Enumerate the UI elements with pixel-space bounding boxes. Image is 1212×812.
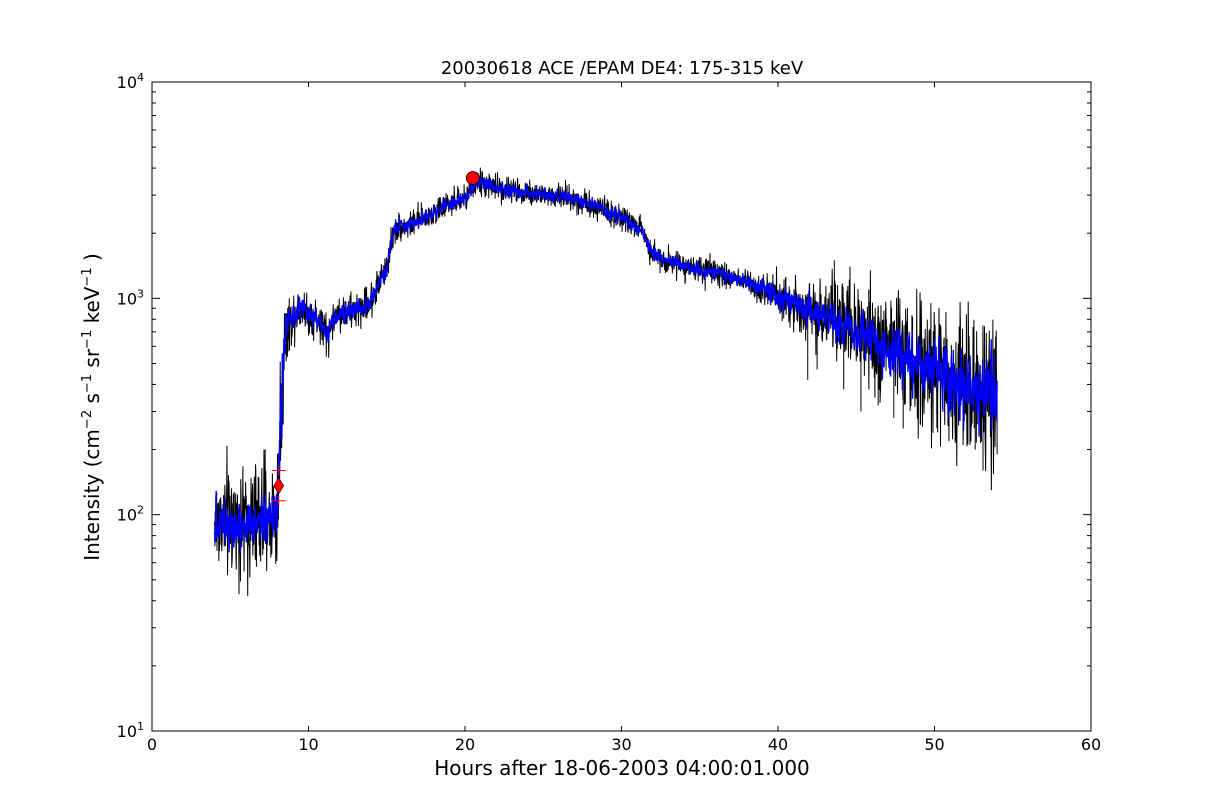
y-axis-label-exp1: −2 xyxy=(80,410,95,429)
y-axis-label-suffix: ) xyxy=(80,253,104,267)
y-tick-label: 104 xyxy=(117,71,144,92)
peak-marker xyxy=(465,171,480,185)
x-tick-label: 60 xyxy=(1081,735,1101,754)
y-axis-label-exp2: −1 xyxy=(80,374,95,393)
y-axis-label-prefix: Intensity (cm xyxy=(80,429,104,561)
onset-bound-marker xyxy=(271,465,286,476)
x-tick-label: 10 xyxy=(298,735,318,754)
y-axis-label: Intensity (cm−2 s−1 sr−1 keV−1 ) xyxy=(80,253,104,561)
series-layer xyxy=(213,167,998,597)
y-tick-label: 103 xyxy=(117,287,144,308)
y-tick-label: 101 xyxy=(117,720,144,741)
y-axis-label-kev: keV xyxy=(80,286,104,330)
onset-marker xyxy=(273,477,285,495)
x-tick-label: 20 xyxy=(455,735,475,754)
y-tick-label: 102 xyxy=(117,504,144,525)
x-tick-label: 0 xyxy=(147,735,157,754)
y-tick-base: 10 xyxy=(117,722,137,741)
marker-layer xyxy=(271,171,480,506)
chart-title: 20030618 ACE /EPAM DE4: 175-315 keV xyxy=(441,58,804,79)
y-axis-label-s: s xyxy=(80,393,104,410)
x-tick-label: 40 xyxy=(768,735,788,754)
x-axis-label: Hours after 18-06-2003 04:00:01.000 xyxy=(434,756,810,780)
y-axis-label-exp4: −1 xyxy=(80,267,95,286)
y-tick-exp: 1 xyxy=(137,720,144,733)
y-axis-label-sr: sr xyxy=(80,348,104,374)
y-tick-exp: 4 xyxy=(137,71,144,84)
onset-bound-marker xyxy=(271,495,286,506)
y-axis-label-exp3: −1 xyxy=(80,330,95,349)
plot-frame xyxy=(151,81,1092,732)
y-tick-exp: 3 xyxy=(137,287,144,300)
y-tick-base: 10 xyxy=(117,289,137,308)
smoothed-intensity-series xyxy=(213,175,998,553)
y-tick-exp: 2 xyxy=(137,504,144,517)
y-tick-base: 10 xyxy=(117,73,137,92)
y-tick-base: 10 xyxy=(117,506,137,525)
x-tick-label: 30 xyxy=(611,735,631,754)
x-tick-label: 50 xyxy=(924,735,944,754)
plot-area xyxy=(213,167,998,597)
